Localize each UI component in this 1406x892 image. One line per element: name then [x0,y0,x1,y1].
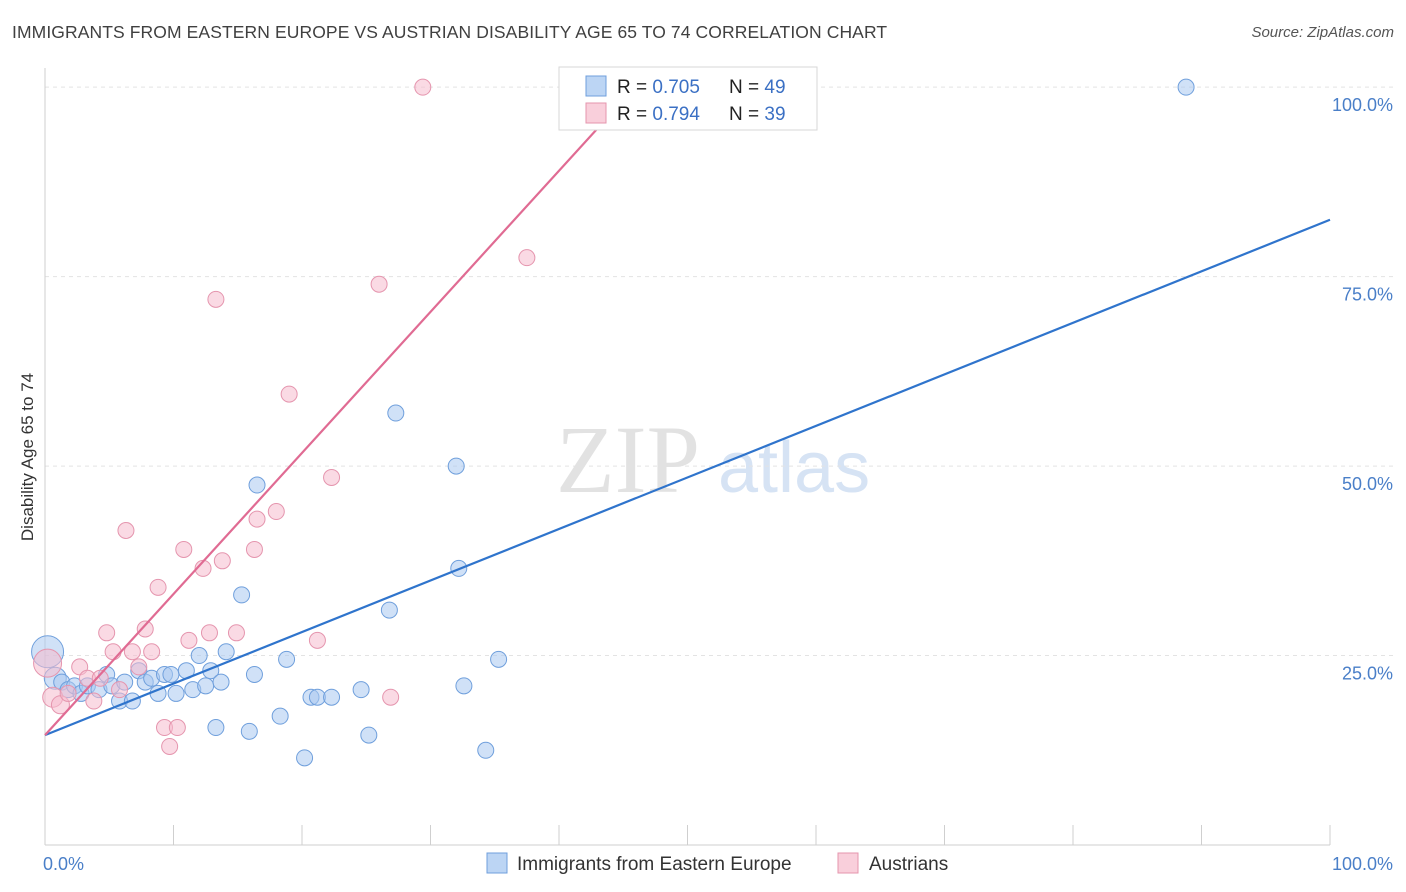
point-immigrants [233,586,251,604]
legend-n-label: N = 49 [729,77,786,98]
watermark-zip: ZIP [556,406,700,513]
legend-top: R = 0.705 N = 49 R = 0.794 N = 39 [558,66,818,131]
point-austrians [245,540,263,558]
point-austrians [143,643,161,661]
legend-r-value: 0.705 [652,77,700,98]
point-immigrants [217,643,235,661]
point-immigrants [167,684,185,702]
legend-top-row-pink: R = 0.794 N = 39 [585,102,786,125]
point-immigrants [352,681,370,699]
point-austrians [91,669,109,687]
y-tick-label: 50.0% [1342,474,1393,494]
chart-source: Source: ZipAtlas.com [1251,24,1394,41]
point-immigrants [162,665,180,683]
point-austrians [180,631,198,649]
point-austrians [370,275,388,293]
point-immigrants [308,688,326,706]
point-immigrants [296,749,314,767]
trend-line-immigrants [44,218,1331,737]
point-immigrants [380,601,398,619]
chart-title: IMMIGRANTS FROM EASTERN EUROPE VS AUSTRI… [12,22,888,42]
point-immigrants [245,665,263,683]
legend-r-value: 0.794 [652,104,700,125]
point-austrians [161,737,179,755]
legend-top-row-blue: R = 0.705 N = 49 [585,75,786,98]
x-tick-label: 0.0% [43,854,84,874]
point-austrians [323,468,341,486]
point-immigrants [490,650,508,668]
legend-bottom: Immigrants from Eastern Europe Austrians [486,852,948,875]
point-austrians [227,624,245,642]
legend-label-immigrants: Immigrants from Eastern Europe [517,854,792,875]
legend-n-value: 49 [764,77,785,98]
legend-swatch-austrians [837,852,859,874]
point-immigrants [197,677,215,695]
tick-labels: 25.0% 50.0% 75.0% 100.0% 0.0% 100.0% [43,95,1393,874]
x-tick-label: 100.0% [1332,854,1393,874]
point-austrians [136,620,154,638]
legend-label-austrians: Austrians [869,854,948,875]
point-austrians [33,648,63,678]
point-austrians [59,684,77,702]
point-austrians [414,78,432,96]
point-immigrants [207,719,225,737]
point-austrians [98,624,116,642]
point-austrians [130,658,148,676]
point-austrians [168,719,186,737]
grid-lines [45,86,1393,657]
point-austrians [104,643,122,661]
legend-n-label: N = 39 [729,104,786,125]
trend-line-austrians [44,71,650,736]
point-immigrants [477,741,495,759]
point-austrians [85,692,103,710]
legend-swatch-blue [585,75,607,97]
point-austrians [382,688,400,706]
trend-lines [44,71,1331,737]
point-austrians [149,578,167,596]
point-austrians [111,681,129,699]
point-immigrants [271,707,289,725]
legend-swatch-pink [585,102,607,124]
point-immigrants [455,677,473,695]
point-immigrants [248,476,266,494]
y-axis-label: Disability Age 65 to 74 [18,373,37,541]
point-immigrants [360,726,378,744]
point-austrians [117,521,135,539]
watermark-atlas: atlas [718,428,870,508]
point-austrians [267,503,285,521]
point-austrians [200,624,218,642]
point-austrians [308,631,326,649]
legend-r-label: R = 0.794 [617,104,700,125]
point-immigrants [387,404,405,422]
point-immigrants [323,688,341,706]
y-tick-label: 100.0% [1332,95,1393,115]
point-austrians [280,385,298,403]
point-immigrants [212,673,230,691]
point-austrians [175,540,193,558]
axes [44,68,1331,846]
scatter-points [31,78,1195,767]
point-immigrants [447,457,465,475]
point-austrians [518,249,536,267]
point-austrians [123,643,141,661]
y-tick-label: 75.0% [1342,285,1393,305]
point-immigrants [278,650,296,668]
legend-swatch-immigrants [486,852,508,874]
point-immigrants [240,722,258,740]
point-immigrants [1177,78,1195,96]
point-austrians [248,510,266,528]
point-austrians [207,290,225,308]
legend-n-value: 39 [764,104,785,125]
y-tick-label: 25.0% [1342,664,1393,684]
legend-r-label: R = 0.705 [617,77,700,98]
point-immigrants [190,647,208,665]
point-austrians [213,552,231,570]
